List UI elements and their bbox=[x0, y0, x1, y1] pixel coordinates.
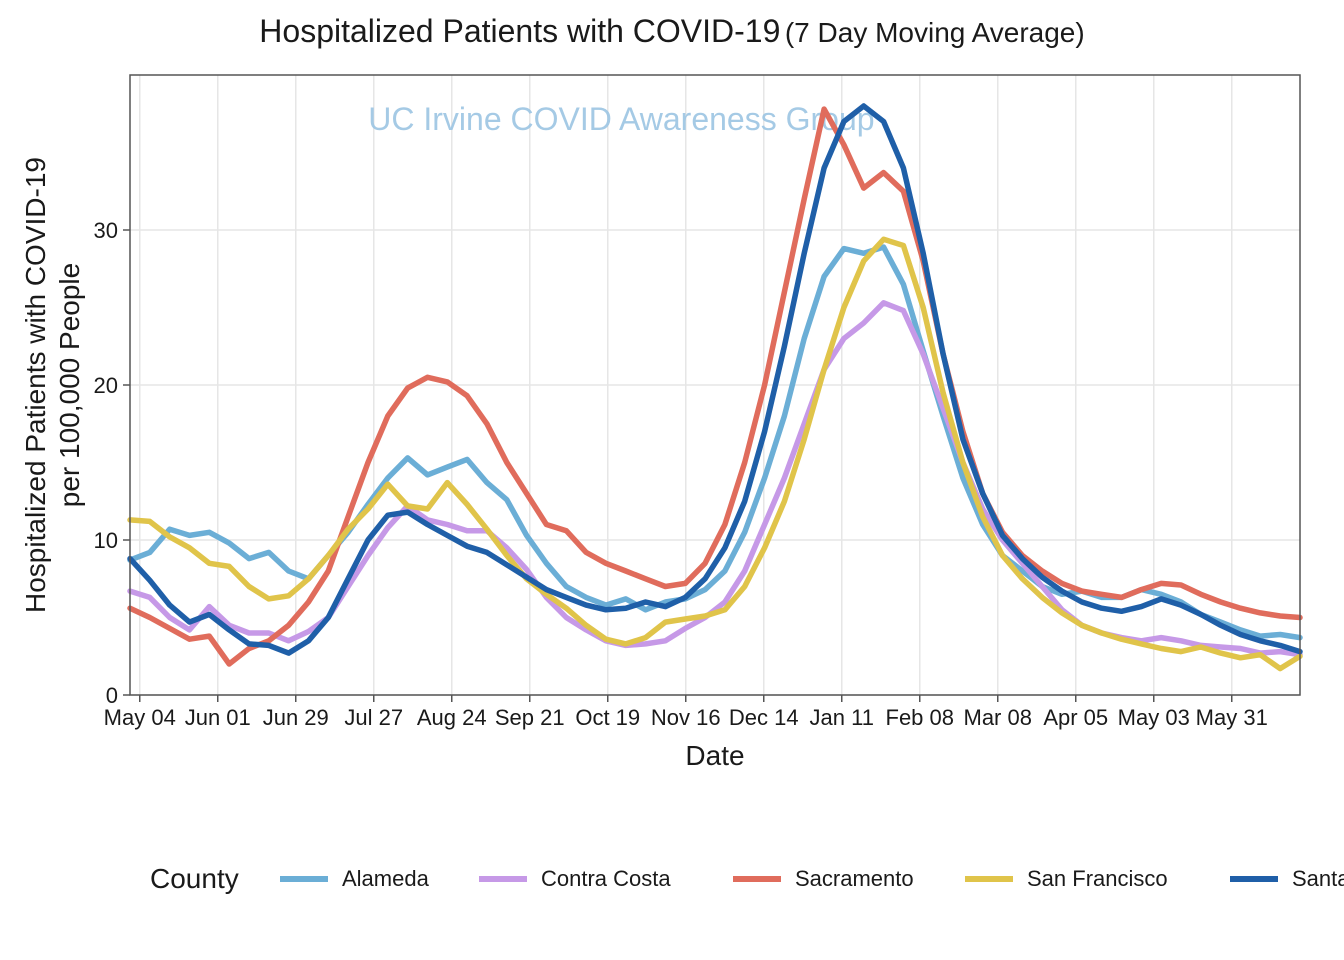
legend-swatch-contra-costa bbox=[479, 876, 527, 882]
legend-swatch-sacramento bbox=[733, 876, 781, 882]
x-tick-label: Apr 05 bbox=[1043, 705, 1108, 730]
x-tick-label: Nov 16 bbox=[651, 705, 721, 730]
watermark-text: UC Irvine COVID Awareness Group bbox=[368, 101, 874, 137]
hospitalization-chart: Hospitalized Patients with COVID-19 (7 D… bbox=[0, 0, 1344, 960]
legend-swatch-san-francisco bbox=[965, 876, 1013, 882]
x-tick-label: May 31 bbox=[1196, 705, 1268, 730]
x-tick-label: Dec 14 bbox=[729, 705, 799, 730]
series-group bbox=[130, 106, 1300, 669]
legend-swatch-alameda bbox=[280, 876, 328, 882]
x-tick-label: May 04 bbox=[104, 705, 176, 730]
x-tick-label: Jun 29 bbox=[263, 705, 329, 730]
chart-title-sub: (7 Day Moving Average) bbox=[785, 17, 1085, 48]
y-tick-label: 20 bbox=[94, 373, 118, 398]
y-tick-label: 30 bbox=[94, 218, 118, 243]
x-tick-label: Jul 27 bbox=[344, 705, 403, 730]
x-axis-label: Date bbox=[685, 740, 744, 771]
legend-swatch-santa-clara bbox=[1230, 876, 1278, 882]
x-tick-label: Feb 08 bbox=[886, 705, 955, 730]
y-tick-label: 10 bbox=[94, 528, 118, 553]
x-tick-label: May 03 bbox=[1118, 705, 1190, 730]
x-tick-label: Sep 21 bbox=[495, 705, 565, 730]
legend-label-santa-clara: Santa Clara bbox=[1292, 866, 1344, 891]
x-tick-label: Mar 08 bbox=[964, 705, 1032, 730]
legend-label-alameda: Alameda bbox=[342, 866, 430, 891]
x-tick-label: Jan 11 bbox=[810, 705, 874, 730]
legend-label-sacramento: Sacramento bbox=[795, 866, 914, 891]
chart-title-main: Hospitalized Patients with COVID-19 bbox=[259, 13, 780, 49]
x-tick-label: Jun 01 bbox=[185, 705, 251, 730]
legend-title: County bbox=[150, 863, 239, 894]
y-axis-label: Hospitalized Patients with COVID-19per 1… bbox=[20, 157, 85, 613]
legend-label-san-francisco: San Francisco bbox=[1027, 866, 1168, 891]
chart-title: Hospitalized Patients with COVID-19 (7 D… bbox=[259, 13, 1084, 49]
legend-label-contra-costa: Contra Costa bbox=[541, 866, 671, 891]
x-tick-label: Oct 19 bbox=[575, 705, 640, 730]
series-line-santa-clara bbox=[130, 106, 1300, 653]
x-tick-label: Aug 24 bbox=[417, 705, 487, 730]
